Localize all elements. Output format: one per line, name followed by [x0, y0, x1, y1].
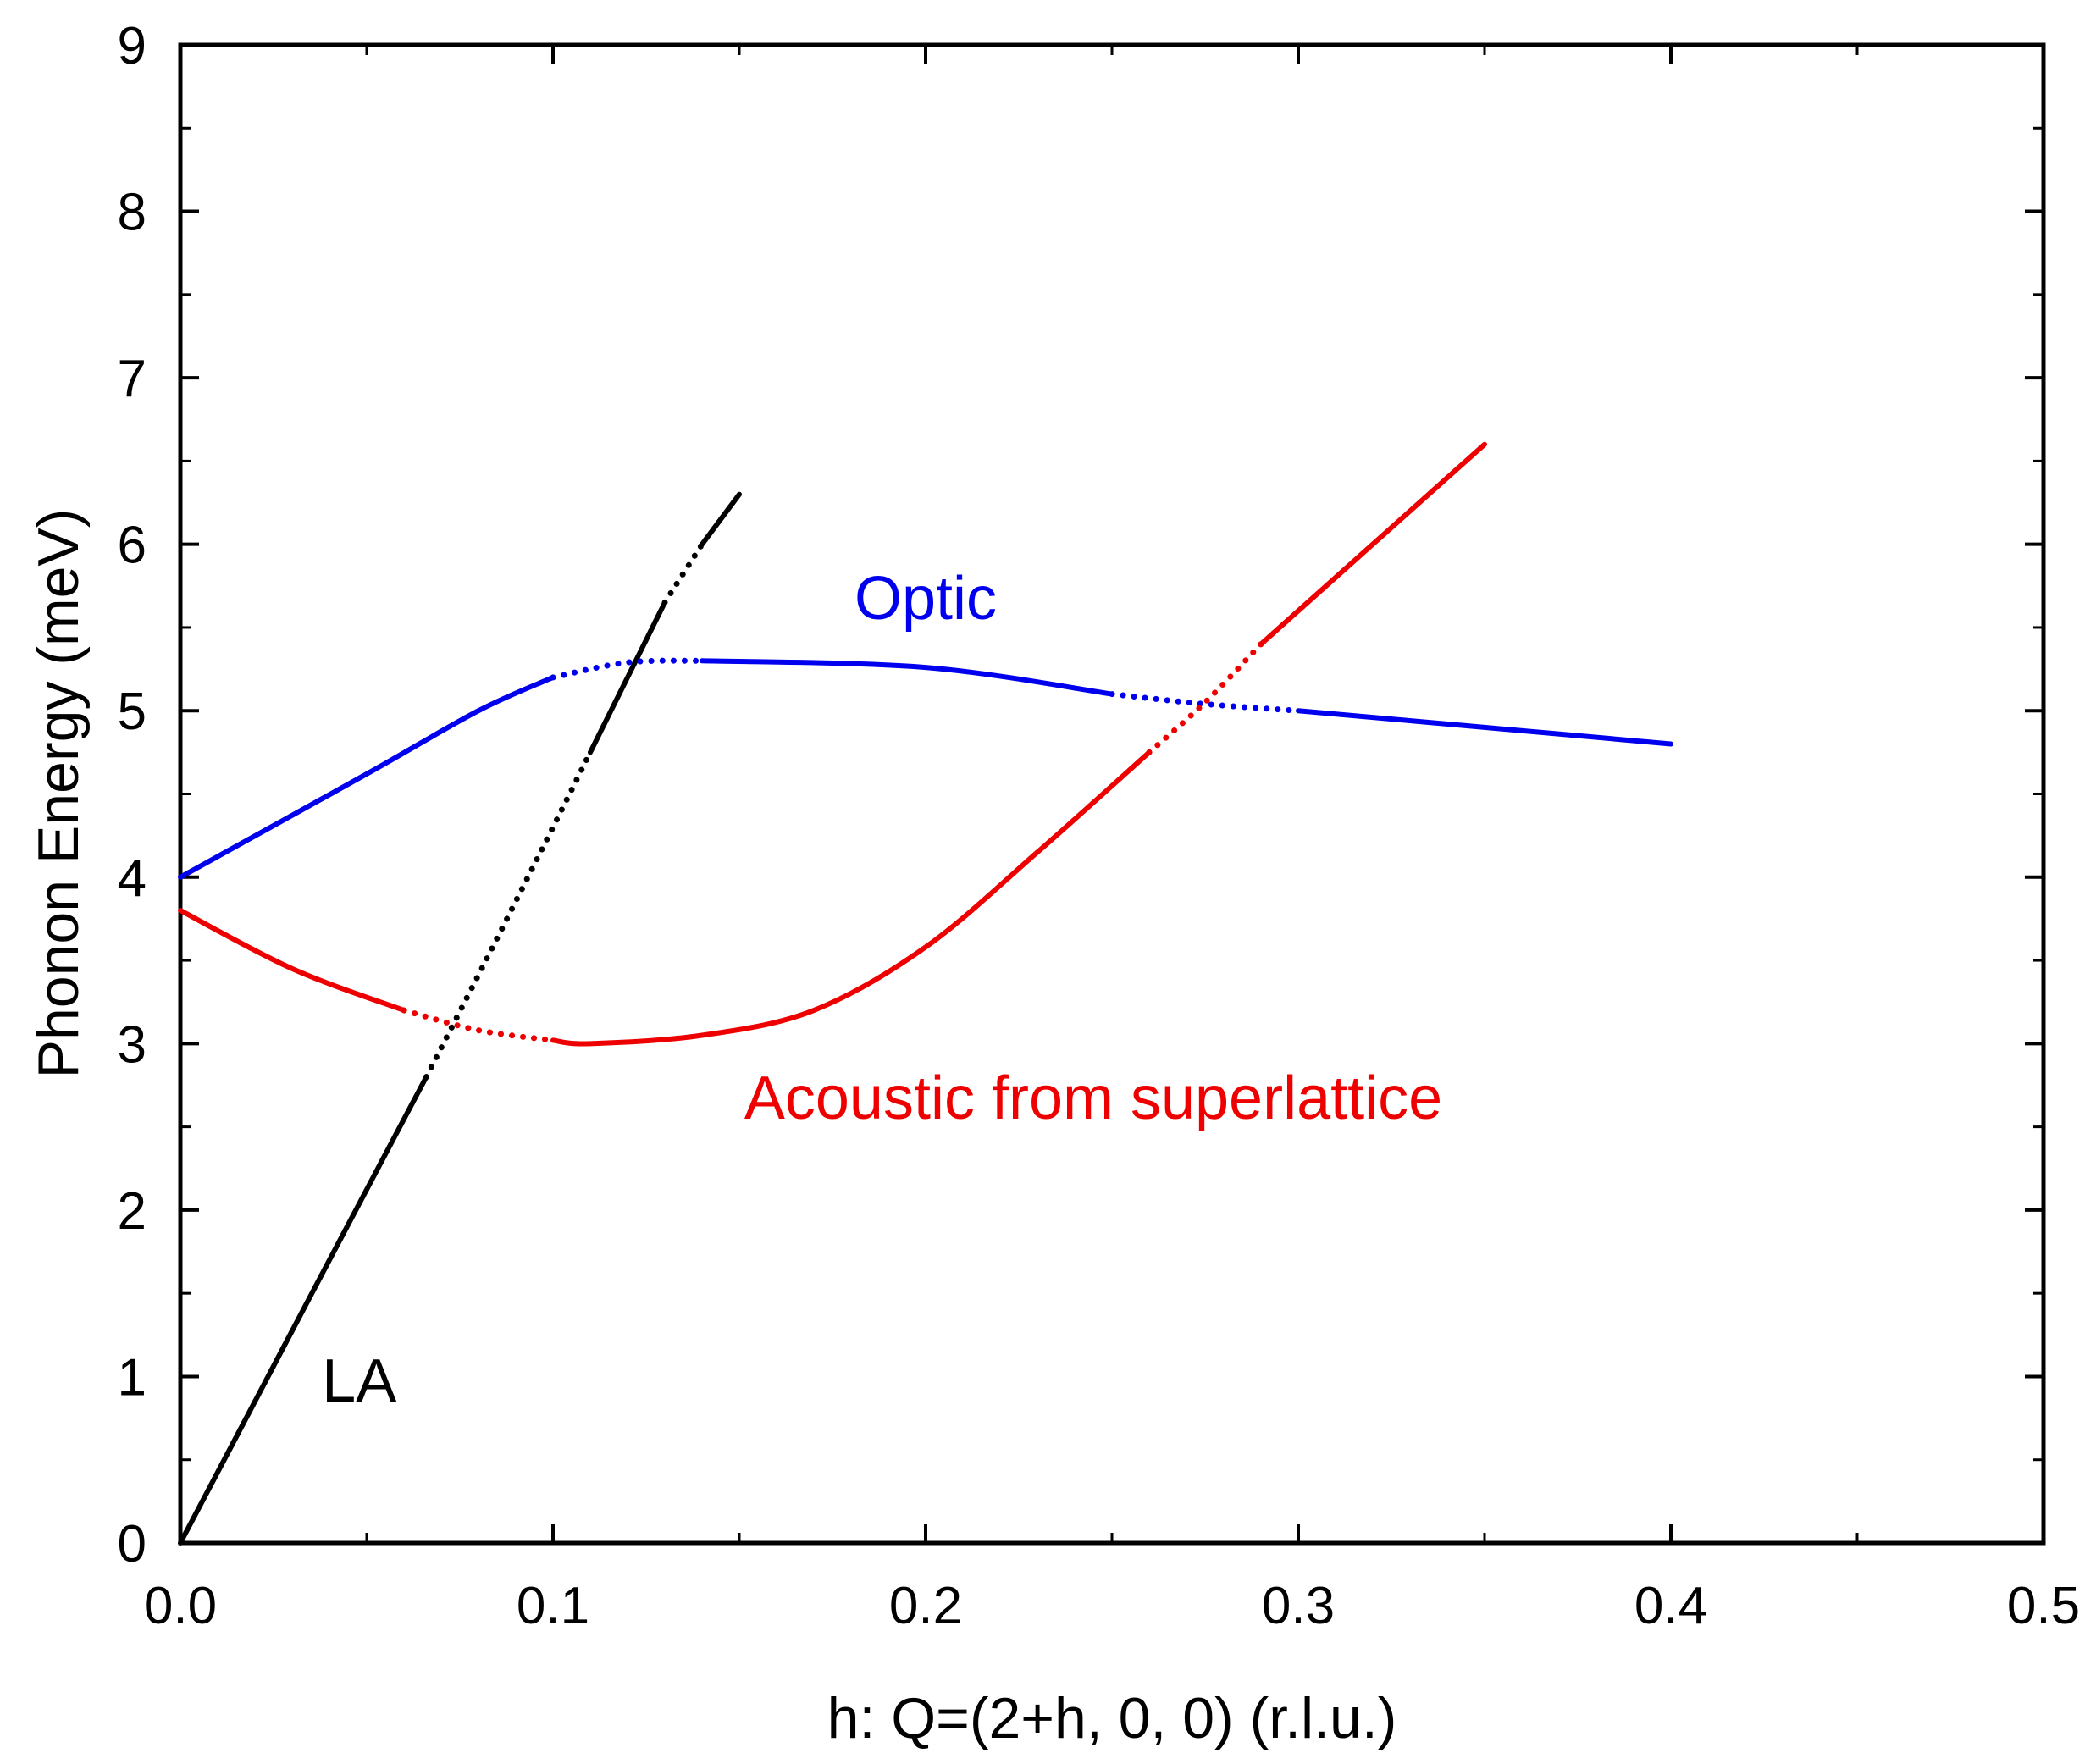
series-la-solid-segment	[588, 600, 667, 755]
series-label-acoustic-from-superlattice: Acoustic from superlattice	[744, 1064, 1442, 1132]
ticks-group: 0.0 0.1 0.2 0.3 0.4 0.5 0 1 2 3 4 5 6 7 8 9	[118, 17, 2081, 1635]
series-optic-dotted-segment	[550, 657, 705, 681]
x-tick-label: 0.2	[889, 1577, 962, 1635]
series-optic-solid-segment	[1296, 708, 1673, 747]
series-acoustic-from-superlattice-solid-segment	[178, 908, 406, 1014]
plot-frame	[178, 42, 2046, 1546]
series-label-la: LA	[322, 1347, 396, 1415]
labels-group: LA Optic Acoustic from superlattice	[322, 565, 1442, 1415]
y-tick-label: 2	[118, 1182, 147, 1241]
x-tick-label: 0.1	[517, 1577, 589, 1635]
series-acoustic-from-superlattice-solid-segment	[550, 749, 1152, 1047]
y-tick-label: 6	[118, 517, 147, 575]
y-tick-label: 4	[118, 849, 147, 908]
y-tick-label: 0	[118, 1515, 147, 1573]
y-tick-label: 8	[118, 184, 147, 242]
x-tick-label: 0.5	[2007, 1577, 2080, 1635]
x-tick-label: 0.0	[144, 1577, 217, 1635]
y-axis-label: Phonon Energy (meV)	[26, 509, 91, 1079]
series-la-dotted-segment	[423, 749, 594, 1081]
x-tick-label: 0.4	[1634, 1577, 1707, 1635]
series-acoustic-from-superlattice-dotted-segment	[401, 1007, 556, 1043]
x-tick-label: 0.3	[1262, 1577, 1335, 1635]
series-optic-solid-segment	[178, 674, 556, 880]
y-tick-label: 5	[118, 683, 147, 741]
y-tick-label: 9	[118, 17, 147, 75]
y-tick-label: 7	[118, 350, 147, 408]
series-la-solid-segment	[178, 1074, 429, 1546]
x-axis-label: h: Q=(2+h, 0, 0) (r.l.u.)	[827, 1686, 1397, 1750]
y-tick-label: 1	[118, 1348, 147, 1407]
series-label-optic: Optic	[854, 565, 997, 633]
series-optic-solid-segment	[700, 658, 1114, 697]
series-group	[178, 441, 1673, 1546]
series-acoustic-from-superlattice-solid-segment	[1258, 441, 1487, 647]
series-la-dotted-segment	[661, 541, 705, 606]
y-tick-label: 3	[118, 1015, 147, 1074]
series-optic-dotted-segment	[1109, 691, 1302, 714]
series-la-solid-segment	[700, 491, 742, 547]
series-acoustic-from-superlattice-dotted-segment	[1146, 641, 1264, 755]
